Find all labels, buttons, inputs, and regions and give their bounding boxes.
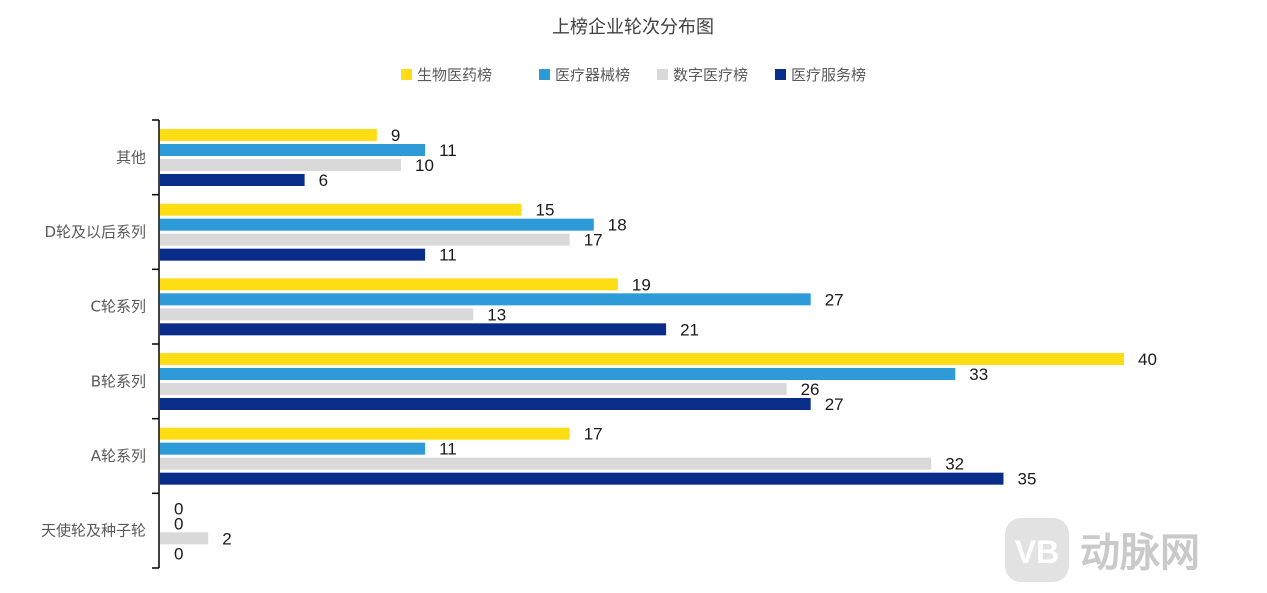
bar [160, 278, 618, 291]
legend-swatch [401, 69, 412, 80]
bar [160, 472, 1004, 485]
data-label: 27 [825, 290, 844, 309]
legend-label: 数字医疗榜 [673, 66, 748, 84]
bar [160, 144, 426, 156]
bar [160, 308, 474, 321]
data-label: 33 [969, 365, 988, 384]
watermark: VB 动脉网 [1005, 518, 1200, 582]
bar [160, 203, 522, 216]
data-label: 27 [825, 395, 844, 414]
legend-swatch [657, 69, 668, 80]
data-label: 13 [487, 305, 506, 324]
bar [160, 353, 1124, 365]
data-label: 40 [1138, 350, 1157, 369]
category-label: 天使轮及种子轮 [41, 522, 146, 540]
category-label: D轮及以后系列 [44, 223, 146, 241]
bar [160, 293, 811, 306]
data-label: 17 [584, 425, 603, 444]
bar [160, 532, 209, 545]
data-label: 17 [584, 231, 603, 250]
data-label: 32 [945, 455, 964, 474]
watermark-logo-icon [1005, 518, 1069, 582]
chart-title: 上榜企业轮次分布图 [552, 17, 714, 38]
data-label: 9 [391, 126, 400, 145]
data-label: 21 [680, 320, 699, 339]
legend-label: 医疗器械榜 [555, 66, 630, 84]
bar [160, 457, 932, 470]
bar [160, 129, 377, 141]
data-label: 11 [439, 141, 457, 160]
bar [160, 368, 956, 380]
data-label: 2 [222, 529, 231, 548]
bar [160, 323, 667, 336]
bar [160, 248, 426, 261]
bar [160, 427, 570, 440]
legend-label: 医疗服务榜 [791, 66, 866, 84]
data-label: 19 [632, 275, 651, 294]
data-label: 11 [439, 440, 457, 459]
data-label: 35 [1018, 470, 1037, 489]
category-label: A轮系列 [91, 447, 146, 465]
legend-swatch [539, 69, 550, 80]
bar [160, 383, 787, 395]
legend-label: 生物医药榜 [417, 66, 492, 84]
bar [160, 174, 305, 186]
data-label: 18 [608, 216, 627, 235]
category-label: B轮系列 [91, 372, 146, 390]
axis-ticks [152, 119, 159, 569]
data-label: 6 [319, 171, 328, 190]
bar [160, 398, 811, 410]
data-label: 15 [536, 201, 555, 220]
data-label: 11 [439, 246, 457, 265]
bar [160, 442, 426, 455]
bar [160, 218, 594, 231]
category-label: 其他 [116, 148, 146, 166]
data-label: 10 [415, 156, 434, 175]
legend: 生物医药榜 医疗器械榜 数字医疗榜 医疗服务榜 [401, 66, 866, 84]
bar [160, 159, 401, 171]
bar [160, 233, 570, 246]
legend-swatch [775, 69, 786, 80]
value-labels: 9111061518171119271321403326271711323500… [174, 126, 1157, 563]
bars [160, 129, 1124, 545]
data-label: 0 [174, 544, 183, 563]
data-label: 0 [174, 514, 183, 533]
data-label: 26 [801, 380, 820, 399]
data-label: 0 [174, 499, 183, 518]
watermark-text: 动脉网 [1080, 530, 1200, 576]
category-label: C轮系列 [91, 298, 146, 316]
watermark-logo-text: VB [1015, 534, 1059, 570]
